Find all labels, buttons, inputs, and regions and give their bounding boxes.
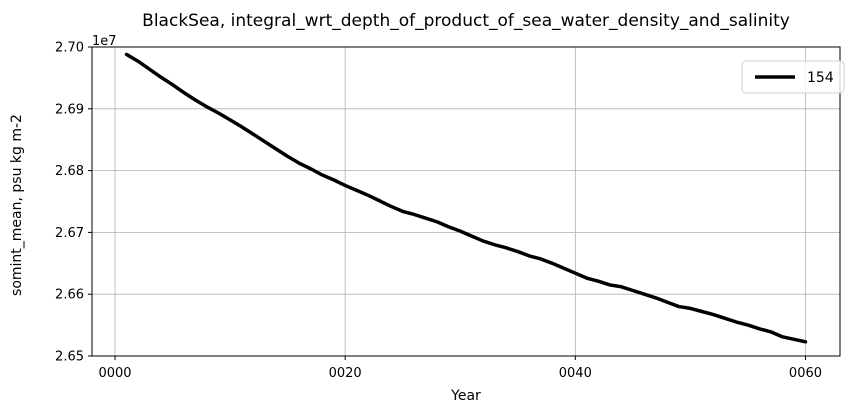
series-layer bbox=[124, 52, 808, 344]
x-tick-label: 0040 bbox=[559, 366, 592, 381]
x-tick-label: 0060 bbox=[789, 366, 822, 381]
y-tick-label: 2.69 bbox=[55, 102, 84, 117]
x-ticks: 0000 0020 0040 0060 bbox=[98, 356, 822, 381]
legend-label-154: 154 bbox=[807, 70, 834, 86]
series-line-154 bbox=[124, 52, 808, 344]
y-offset-label: 1e7 bbox=[92, 34, 117, 49]
y-axis-label: somint_mean, psu kg m-2 bbox=[9, 114, 25, 296]
chart-title: BlackSea, integral_wrt_depth_of_product_… bbox=[142, 11, 790, 31]
x-tick-label: 0000 bbox=[98, 366, 131, 381]
x-tick-label: 0020 bbox=[329, 366, 362, 381]
y-tick-label: 2.65 bbox=[55, 350, 84, 365]
legend: 154 bbox=[741, 60, 845, 94]
axes-frame bbox=[91, 46, 841, 357]
y-tick-label: 2.68 bbox=[55, 164, 84, 179]
y-tick-label: 2.67 bbox=[55, 226, 84, 241]
y-tick-label: 2.70 bbox=[55, 41, 84, 56]
y-tick-label: 2.66 bbox=[55, 288, 84, 303]
y-ticks: 2.65 2.66 2.67 2.68 2.69 2.70 bbox=[55, 41, 92, 365]
x-axis-label: Year bbox=[450, 388, 481, 404]
